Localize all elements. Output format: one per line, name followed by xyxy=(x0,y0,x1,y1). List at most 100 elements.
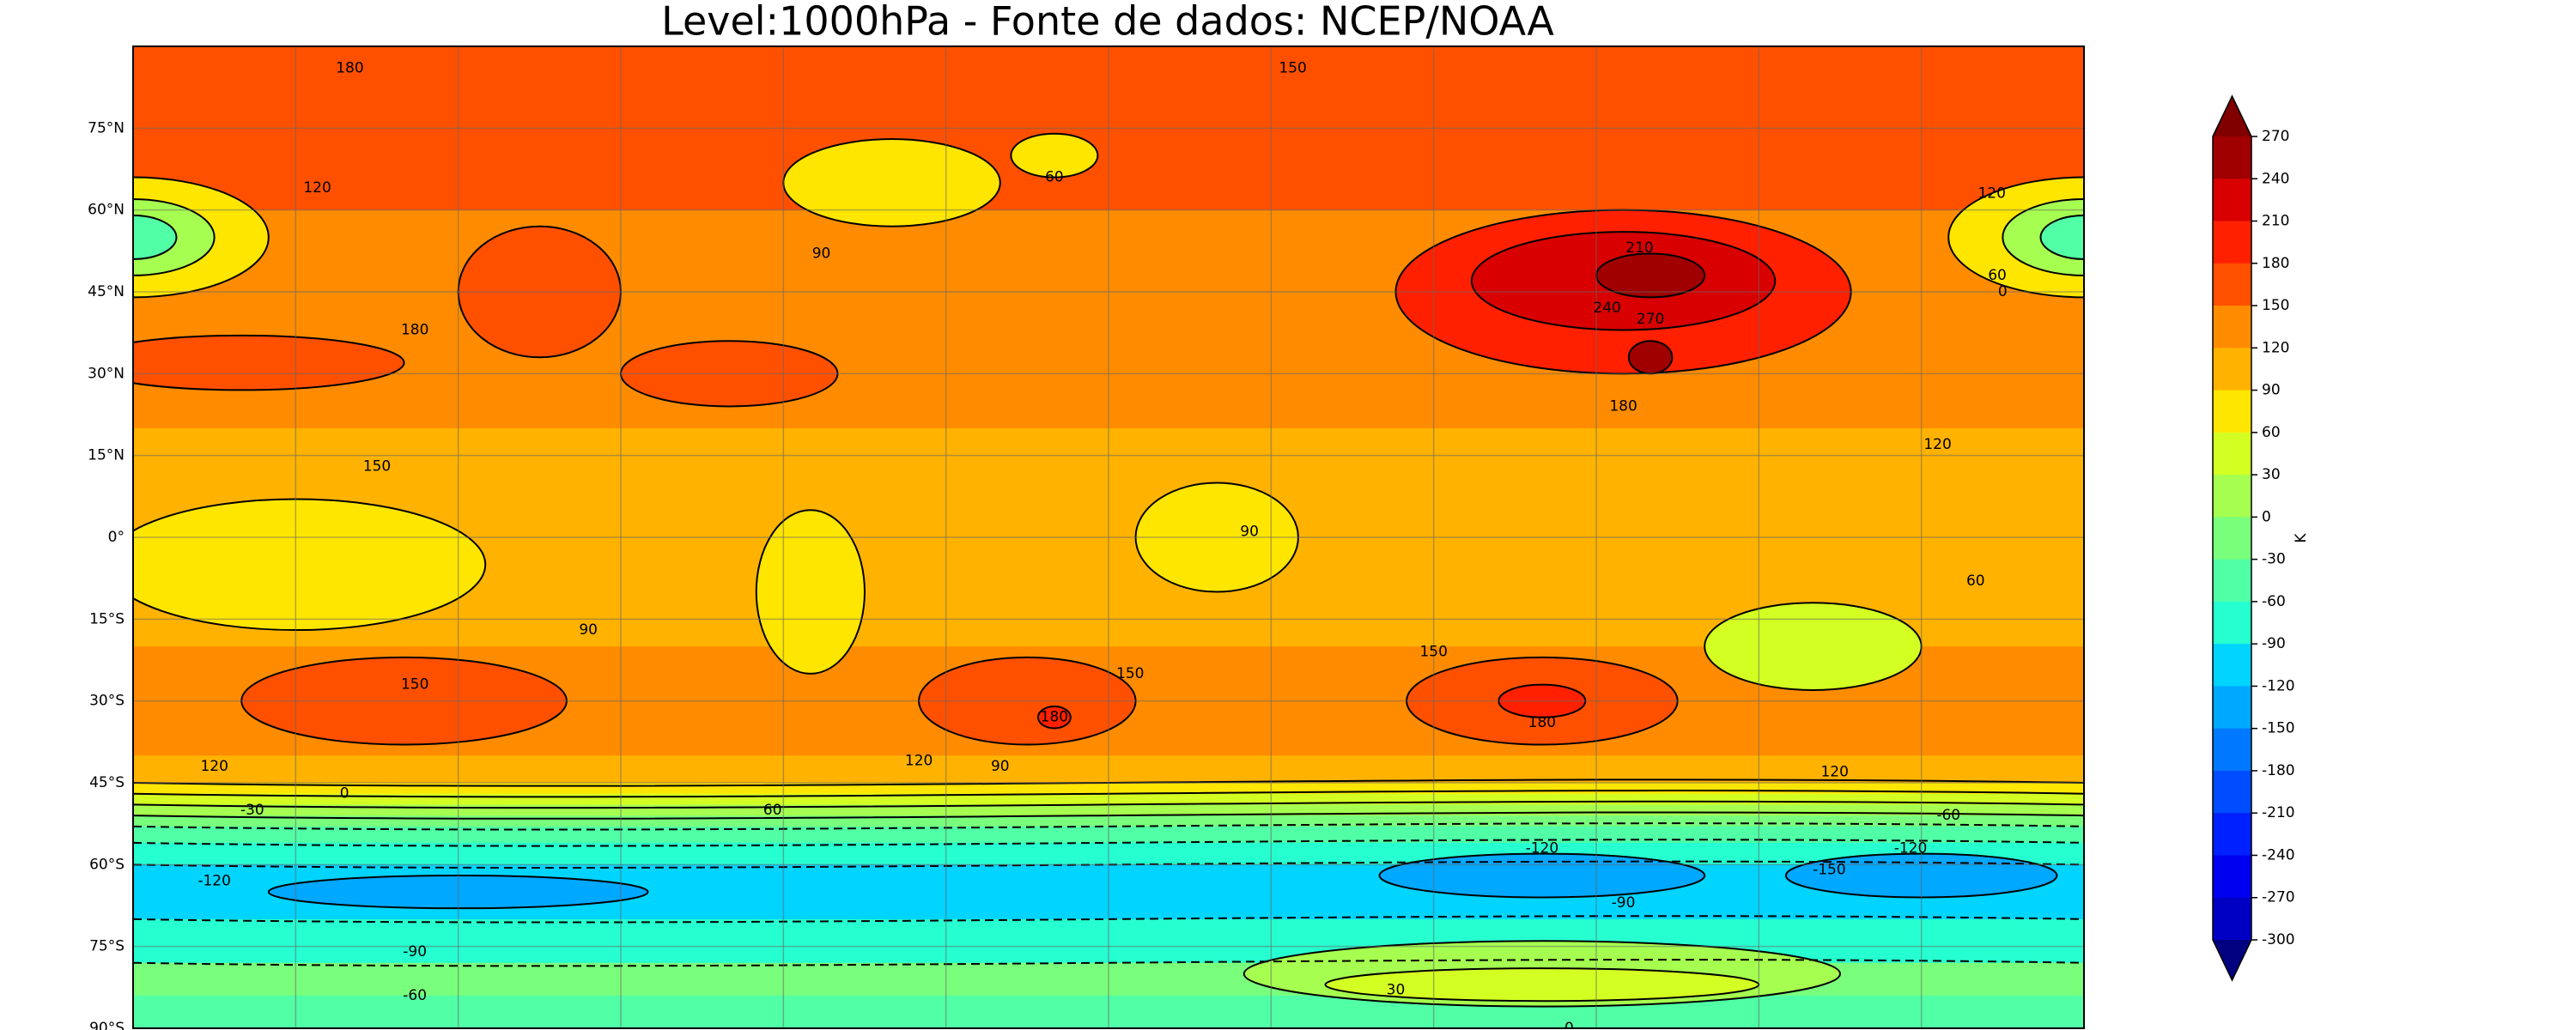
colorbar-band xyxy=(2213,813,2251,856)
lat-label: 0° xyxy=(108,529,125,546)
lat-label: 60°N xyxy=(88,202,125,219)
contour-label: 60 xyxy=(1045,169,1064,186)
colorbar-tick-label: 0 xyxy=(2262,508,2271,525)
colorbar-tick-label: -240 xyxy=(2262,846,2295,863)
map-area: 180 150 120 60 90 180 150 210 240 270 180 120 90 90 15… xyxy=(133,46,2084,1030)
contour-label: 150 xyxy=(1116,665,1144,682)
contour-label: 60 xyxy=(763,802,782,819)
lat-label: 15°S xyxy=(89,610,125,627)
colorbar-band xyxy=(2213,855,2251,899)
contour-label: 60 xyxy=(1966,573,1985,590)
contour-label: -120 xyxy=(1526,839,1559,857)
contour-label: 30 xyxy=(1387,982,1406,999)
colorbar-band xyxy=(2213,136,2251,179)
contour-region xyxy=(782,138,1001,227)
contour-label: 180 xyxy=(1528,714,1556,731)
contour-label: 60 xyxy=(1988,267,2007,284)
map-title: Level:1000hPa - Fonte de dados: NCEP/NOA… xyxy=(661,0,1554,45)
contour-label: -150 xyxy=(1813,862,1846,879)
colorbar-band xyxy=(2213,644,2251,687)
contour-label: 270 xyxy=(1637,311,1664,328)
contour-region xyxy=(755,509,866,675)
lat-label: 30°S xyxy=(89,693,125,710)
contour-label: 150 xyxy=(401,676,428,694)
colorbar-tick-label: -180 xyxy=(2262,762,2295,779)
colorbar-tick-label: 210 xyxy=(2262,213,2289,230)
contour-label: 210 xyxy=(1625,239,1653,257)
colorbar-band xyxy=(2213,517,2251,560)
colorbar-tick-label: -30 xyxy=(2262,551,2286,568)
lat-label: 15°N xyxy=(88,447,125,464)
colorbar-band xyxy=(2213,390,2251,433)
contour-label: 150 xyxy=(1279,59,1306,76)
colorbar-tick-label: 150 xyxy=(2262,297,2289,314)
contour-label: 90 xyxy=(579,621,598,639)
colorbar-band xyxy=(2213,179,2251,222)
colorbar-band xyxy=(2213,770,2251,814)
map-frame xyxy=(132,45,2085,1029)
contour-region xyxy=(1036,706,1072,730)
colorbar-tick-label: -150 xyxy=(2262,720,2295,737)
colorbar-tick-label: -300 xyxy=(2262,931,2295,948)
lat-label: 90°S xyxy=(89,1020,125,1030)
colorbar-band xyxy=(2213,897,2251,941)
lat-label: 45°S xyxy=(89,774,125,791)
colorbar-tick-label: 240 xyxy=(2262,170,2289,187)
contour-label: 120 xyxy=(1923,436,1951,453)
colorbar-band xyxy=(2213,306,2251,348)
colorbar-tick-label: -90 xyxy=(2262,635,2286,652)
lat-label: 45°N xyxy=(88,283,125,300)
contour-label: 0 xyxy=(340,785,349,803)
colorbar-band xyxy=(2213,221,2251,264)
colorbar-tick-label: -60 xyxy=(2262,593,2286,610)
colorbar-band xyxy=(2213,475,2251,518)
contour-label: 120 xyxy=(1820,763,1848,780)
colorbar-band xyxy=(2213,559,2251,603)
colorbar-tick-label: 120 xyxy=(2262,339,2289,356)
colorbar-tick-label: 30 xyxy=(2262,466,2281,483)
contour-region xyxy=(1627,340,1674,375)
colorbar-tick-label: 270 xyxy=(2262,128,2289,145)
contour-label: -90 xyxy=(403,943,427,960)
contour-label: -60 xyxy=(1936,807,1960,824)
colorbar-band xyxy=(2213,263,2251,306)
contour-label: 150 xyxy=(363,457,391,475)
contour-region xyxy=(1010,132,1099,179)
contour-label: 0 xyxy=(1564,1020,1574,1030)
contour-label: 90 xyxy=(991,758,1010,775)
colorbar-band xyxy=(2213,601,2251,645)
colorbar-tick-label: -270 xyxy=(2262,889,2295,906)
lat-label: 60°S xyxy=(89,856,125,873)
contour-label: 90 xyxy=(812,245,831,263)
contour-label: 120 xyxy=(200,758,228,775)
contour-region xyxy=(133,334,405,391)
colorbar-tick-label: -120 xyxy=(2262,677,2295,694)
contour-label: 180 xyxy=(336,59,363,76)
colorbar-band xyxy=(2213,686,2251,730)
contour-label: 120 xyxy=(303,179,331,197)
lat-label: 75°S xyxy=(89,938,125,955)
colorbar-band xyxy=(2213,432,2251,476)
colorbar-tick-label: 90 xyxy=(2262,382,2281,399)
contour-label: 90 xyxy=(1240,524,1259,541)
contour-label: 0 xyxy=(1998,283,2008,300)
contour-label: 180 xyxy=(1041,709,1068,726)
contour-region xyxy=(1378,852,1706,899)
colorbar-band xyxy=(2213,728,2251,772)
contour-label: 180 xyxy=(1609,397,1637,415)
contour-label: 180 xyxy=(401,321,428,338)
contour-label: -90 xyxy=(1612,894,1636,912)
contour-region xyxy=(1595,252,1706,299)
contour-label: 150 xyxy=(1419,643,1447,660)
contour-label: 120 xyxy=(905,753,933,770)
colorbar-extension xyxy=(2213,96,2251,136)
contour-label: -120 xyxy=(197,872,231,889)
lat-label: 30°N xyxy=(88,365,125,382)
contour-region xyxy=(2039,215,2084,260)
contour-label: -60 xyxy=(403,987,427,1004)
colorbar-label: K xyxy=(2293,533,2310,543)
colorbar-tick-label: 60 xyxy=(2262,424,2281,441)
contour-label: 240 xyxy=(1593,300,1620,317)
